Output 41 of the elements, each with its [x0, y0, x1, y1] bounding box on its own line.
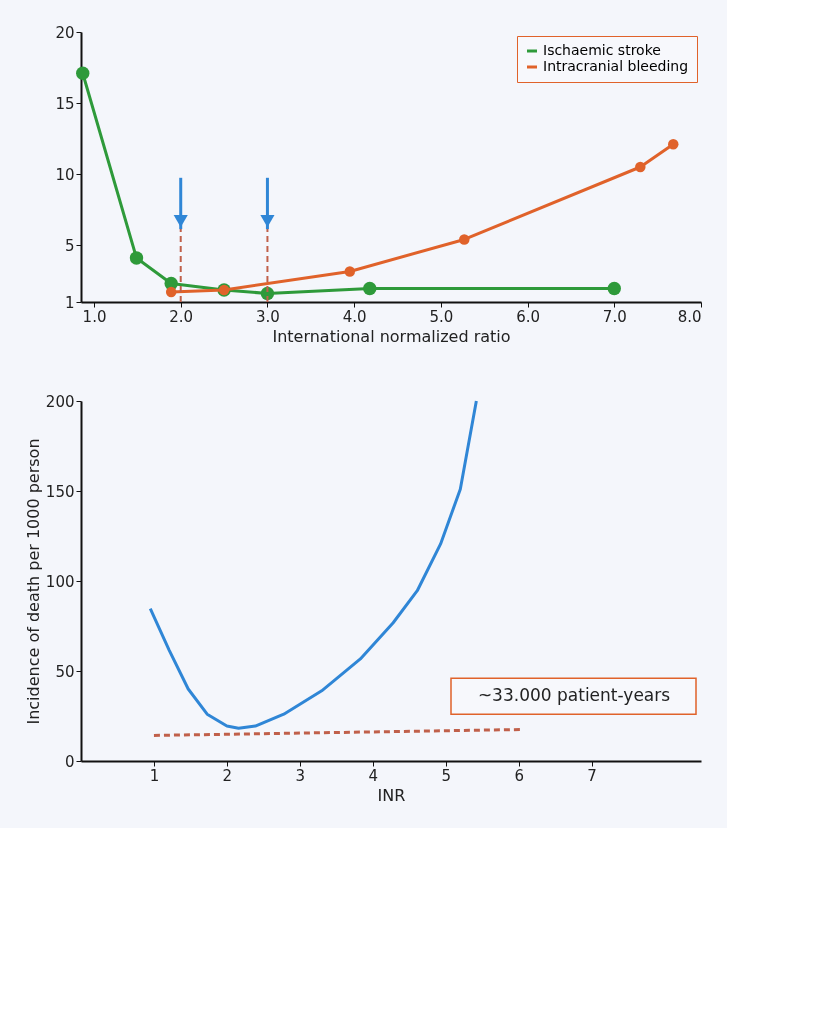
point	[635, 161, 646, 173]
x-tick-label: 5	[441, 766, 451, 785]
x-tick-label: 2.0	[169, 307, 194, 326]
x-tick-label: 7.0	[602, 307, 627, 326]
annotation: ~33.000 patient-years	[477, 685, 671, 706]
x-tick-label: 3	[295, 766, 306, 785]
y-tick-label: 150	[45, 482, 75, 501]
y-tick-label: 50	[55, 662, 75, 681]
x-tick-label: 2	[222, 766, 233, 785]
point	[76, 66, 90, 80]
y-tick-label: 1	[64, 293, 75, 312]
point	[607, 281, 621, 296]
x-tick-label: 5.0	[429, 307, 454, 326]
x-tick-label: 4.0	[342, 307, 367, 326]
y-tick-label: 20	[55, 23, 75, 42]
x-tick-label: 6.0	[516, 307, 540, 326]
y-tick-label: 100	[45, 572, 75, 591]
point	[363, 281, 377, 296]
legend-label: Ischaemic stroke	[543, 42, 661, 58]
line-series	[148, 399, 478, 730]
legend-label: Intracranial bleeding	[543, 58, 689, 74]
point	[165, 286, 177, 298]
x-tick-label: 8.0	[677, 307, 702, 326]
x-axis-title: International normalized ratio	[272, 326, 511, 346]
x-tick-label: 1.0	[82, 307, 107, 326]
y-tick-label: 10	[55, 165, 75, 184]
y-axis-title: Incidence of death per 1000 person	[23, 438, 43, 725]
x-axis-title: INR	[377, 785, 406, 805]
point	[129, 251, 144, 265]
x-tick-label: 1	[149, 766, 160, 785]
x-tick-label: 7	[587, 766, 597, 785]
point	[459, 234, 470, 245]
x-tick-label: 4	[368, 766, 379, 785]
y-tick-label: 5	[64, 236, 75, 255]
point	[344, 266, 356, 277]
y-tick-label: 0	[64, 752, 75, 771]
point	[668, 139, 679, 150]
x-tick-label: 6	[514, 766, 524, 785]
y-tick-label: 15	[55, 94, 75, 113]
y-tick-label: 200	[45, 392, 75, 411]
x-tick-label: 3.0	[256, 307, 280, 326]
